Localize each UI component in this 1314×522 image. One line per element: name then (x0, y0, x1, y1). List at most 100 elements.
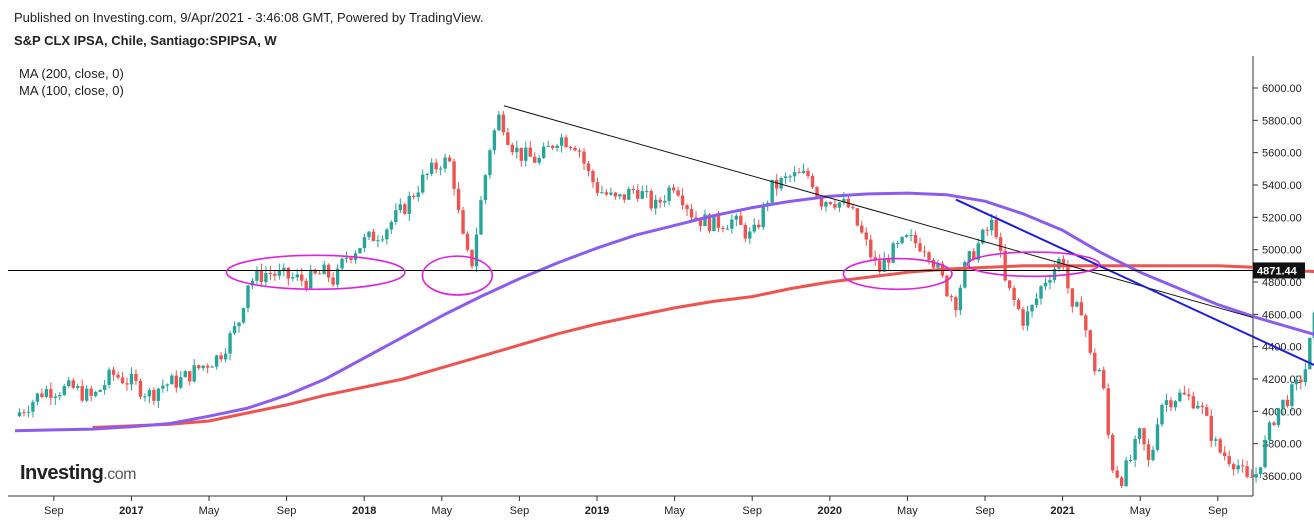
candle-body (886, 258, 891, 263)
candle-body (35, 393, 40, 402)
candle-body (107, 369, 111, 385)
candle-body (58, 394, 62, 397)
x-tick-label: 2018 (352, 505, 376, 517)
candle-body (618, 194, 622, 197)
candle-body (595, 182, 600, 193)
candle-body (779, 178, 783, 189)
candle-body (340, 258, 344, 269)
x-tick-label: Sep (742, 505, 762, 517)
candle-body (922, 251, 927, 253)
candle-body (631, 188, 635, 190)
candle-body (582, 151, 586, 164)
legend-ma200[interactable]: MA (200, close, 0) (19, 66, 124, 81)
candle-body (1057, 258, 1061, 269)
candle-body (1084, 315, 1088, 331)
candle-body (116, 374, 120, 378)
candle-body (412, 195, 416, 198)
candle-body (564, 137, 568, 148)
candle-body (1043, 282, 1048, 287)
candle-body (214, 355, 219, 367)
candle-body (819, 197, 824, 207)
candle-body (851, 207, 855, 209)
candle-body (703, 214, 707, 227)
candle-body (1012, 287, 1016, 301)
candle-body (622, 194, 627, 200)
current-price-label: 4871.44 (1257, 265, 1298, 277)
x-tick-label: Sep (510, 505, 530, 517)
candle-body (1236, 465, 1240, 470)
candle-body (1142, 428, 1146, 445)
candle-body (1173, 401, 1178, 408)
candle-body (174, 375, 178, 388)
candle-body (743, 224, 748, 239)
candle-body (546, 145, 550, 147)
candle-body (1119, 477, 1124, 486)
candle-body (1137, 428, 1142, 439)
x-tick-label: Sep (277, 505, 297, 517)
candle-body (1007, 280, 1012, 288)
candle-body (1088, 330, 1092, 353)
legend-ma100[interactable]: MA (100, close, 0) (19, 83, 124, 98)
candle-body (49, 389, 53, 398)
candle-body (497, 114, 501, 131)
x-tick-label: 2020 (818, 505, 842, 517)
candle-body (1299, 379, 1303, 383)
candle-body (300, 274, 304, 281)
candle-body (1093, 352, 1097, 372)
candle-body (438, 168, 443, 170)
candle-body (26, 411, 31, 413)
candle-body (559, 137, 564, 146)
investing-logo: Investing.com (20, 462, 136, 485)
candle-body (1249, 476, 1254, 478)
candle-body (685, 205, 689, 210)
candle-body (931, 260, 936, 268)
candle-body (465, 233, 470, 250)
candle-body (125, 383, 129, 385)
candle-body (188, 371, 192, 382)
candle-body (506, 132, 510, 145)
candle-body (241, 308, 246, 323)
x-tick-label: Sep (1208, 505, 1228, 517)
candle-body (810, 176, 815, 188)
x-tick-label: May (664, 505, 685, 517)
candle-body (1187, 394, 1191, 397)
candle-body (259, 270, 264, 282)
candle-body (1034, 298, 1039, 306)
candle-body (1285, 399, 1290, 407)
candle-body (138, 380, 143, 397)
candle-body (165, 384, 170, 386)
candle-body (1182, 392, 1187, 395)
candle-body (309, 269, 313, 289)
candle-body (210, 366, 214, 368)
candle-body (945, 275, 949, 297)
candle-body (721, 227, 725, 229)
candle-body (232, 326, 237, 334)
candle-body (936, 263, 940, 268)
annotation-circle (842, 257, 953, 291)
candle-body (326, 264, 331, 278)
candle-body (909, 235, 913, 237)
candle-body (613, 192, 618, 197)
candle-body (452, 161, 456, 189)
candle-body (774, 179, 779, 189)
candle-body (837, 202, 842, 208)
candle-body (147, 390, 152, 397)
candle-body (573, 147, 577, 151)
candle-body (761, 204, 765, 228)
candle-body (134, 373, 138, 381)
candle-body (1218, 439, 1222, 453)
candle-body (277, 270, 282, 276)
candle-body (53, 396, 58, 398)
candle-body (1133, 438, 1137, 460)
y-tick-label: 5400.00 (1262, 180, 1302, 192)
candle-body (89, 388, 93, 396)
candle-body (783, 176, 788, 179)
annotation-circle (966, 251, 1101, 278)
candle-body (515, 147, 519, 153)
y-tick-label: 6000.00 (1262, 83, 1302, 95)
candle-body (161, 385, 165, 389)
candle-body (479, 200, 483, 235)
ma100-line (14, 191, 1314, 433)
candle-body (698, 219, 703, 227)
